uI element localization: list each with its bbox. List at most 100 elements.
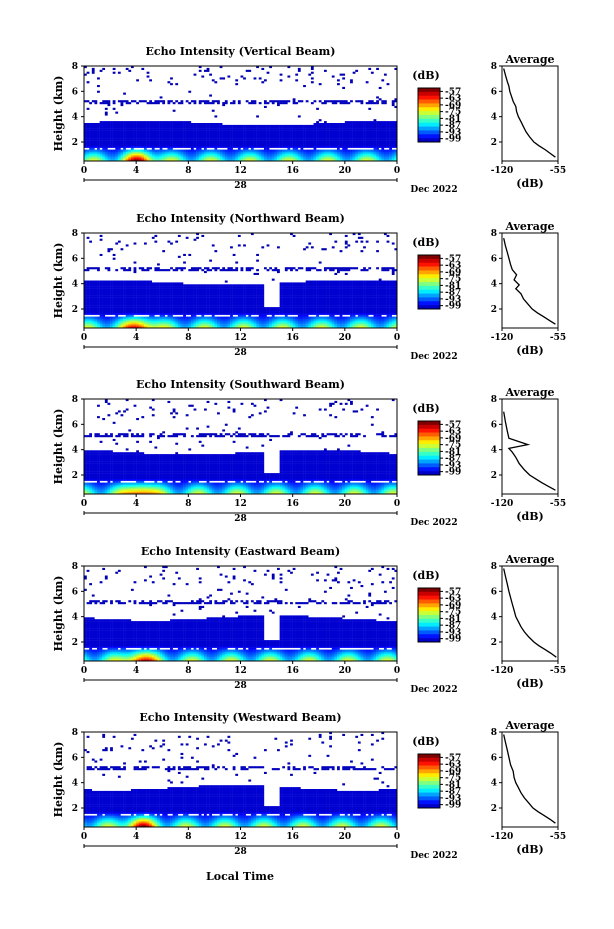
heatmap-cell	[342, 143, 346, 146]
heatmap-cell	[253, 309, 257, 312]
heatmap-cell	[115, 147, 119, 150]
heatmap-cell	[154, 151, 158, 154]
heatmap-cell	[243, 151, 246, 154]
heatmap-cell	[227, 320, 231, 323]
heatmap-cell	[227, 267, 231, 270]
heatmap-cell	[321, 126, 325, 129]
heatmap-cell	[217, 157, 220, 160]
heatmap-cell	[175, 134, 179, 137]
heatmap-cell	[355, 145, 359, 148]
heatmap-cell	[128, 291, 132, 294]
heatmap-cell	[230, 128, 233, 131]
heatmap-cell	[316, 151, 319, 154]
heatmap-cell	[130, 151, 134, 154]
heatmap-cell	[318, 322, 322, 325]
heatmap-cell	[355, 128, 359, 131]
heatmap-cell	[321, 312, 325, 315]
heatmap-cell	[211, 293, 215, 296]
heatmap-cell	[308, 153, 312, 156]
heatmap-cell	[117, 290, 121, 293]
heatmap-cell	[331, 124, 335, 127]
heatmap-cell	[154, 142, 158, 145]
heatmap-cell	[232, 290, 236, 293]
heatmap-cell	[303, 85, 306, 88]
heatmap-cell	[329, 128, 332, 131]
heatmap-cell	[146, 307, 150, 310]
heatmap-cell	[104, 291, 108, 294]
heatmap-cell	[313, 322, 317, 325]
heatmap-cell	[370, 128, 374, 131]
heatmap-cell	[230, 140, 233, 143]
heatmap-cell	[292, 134, 296, 137]
heatmap-cell	[274, 326, 278, 329]
heatmap-cell	[99, 324, 103, 327]
heatmap-cell	[123, 326, 126, 329]
heatmap-cell	[261, 316, 265, 319]
heatmap-cell	[316, 140, 319, 143]
heatmap-cell	[305, 155, 309, 158]
heatmap-cell	[323, 130, 327, 133]
heatmap-cell	[99, 102, 103, 105]
heatmap-cell	[188, 149, 192, 152]
heatmap-cell	[198, 267, 202, 270]
heatmap-cell	[190, 322, 194, 325]
heatmap-cell	[112, 312, 116, 315]
heatmap-cell	[102, 307, 106, 310]
heatmap-cell	[89, 286, 93, 289]
heatmap-cell	[334, 140, 338, 143]
heatmap-cell	[99, 320, 103, 323]
heatmap-cell	[188, 305, 192, 308]
heatmap-cell	[177, 102, 181, 105]
heatmap-cell	[365, 134, 369, 137]
heatmap-cell	[383, 73, 387, 76]
heatmap-cell	[123, 145, 126, 148]
heatmap-cell	[180, 132, 184, 135]
heatmap-cell	[381, 138, 385, 141]
heatmap-cell	[141, 151, 145, 154]
heatmap-cell	[91, 290, 95, 293]
heatmap-cell	[104, 282, 108, 285]
heatmap-cell	[183, 153, 186, 156]
heatmap-cell	[263, 102, 267, 105]
heatmap-cell	[274, 138, 278, 141]
heatmap-cell	[180, 149, 184, 152]
heatmap-cell	[117, 326, 121, 329]
heatmap-cell	[258, 132, 262, 135]
heatmap-cell	[143, 291, 147, 294]
heatmap-cell	[253, 284, 257, 287]
heatmap-cell	[159, 286, 163, 289]
colorbar-tick-label: -87	[445, 121, 461, 131]
heatmap-cell	[313, 142, 317, 145]
heatmap-cell	[97, 291, 100, 294]
heatmap-cell	[297, 140, 301, 143]
heatmap-cell	[136, 310, 139, 313]
heatmap-cell	[128, 282, 132, 285]
heatmap-cell	[162, 288, 166, 291]
heatmap-cell	[243, 138, 246, 141]
heatmap-cell	[344, 140, 348, 143]
colorbar-swatch	[418, 134, 440, 139]
heatmap-cell	[365, 81, 369, 84]
heatmap-cell	[172, 307, 176, 310]
heatmap-cell	[237, 293, 241, 296]
heatmap-cell	[112, 293, 116, 296]
heatmap-cell	[277, 246, 280, 249]
heatmap-cell	[130, 303, 134, 306]
heatmap-cell	[196, 291, 199, 294]
heatmap-cell	[292, 138, 296, 141]
heatmap-cell	[112, 291, 116, 294]
heatmap-cell	[266, 102, 270, 105]
heatmap-cell	[303, 299, 306, 302]
heatmap-cell	[308, 142, 312, 145]
heatmap-cell	[146, 130, 150, 133]
heatmap-cell	[94, 157, 98, 160]
heatmap-cell	[342, 153, 346, 156]
heatmap-cell	[128, 132, 132, 135]
heatmap-cell	[360, 100, 364, 103]
heatmap-cell	[352, 134, 356, 137]
heatmap-cell	[383, 134, 387, 137]
heatmap-cell	[110, 316, 113, 319]
heatmap-cell	[159, 295, 163, 298]
heatmap-cell	[104, 312, 108, 315]
heatmap-cell	[128, 142, 132, 145]
